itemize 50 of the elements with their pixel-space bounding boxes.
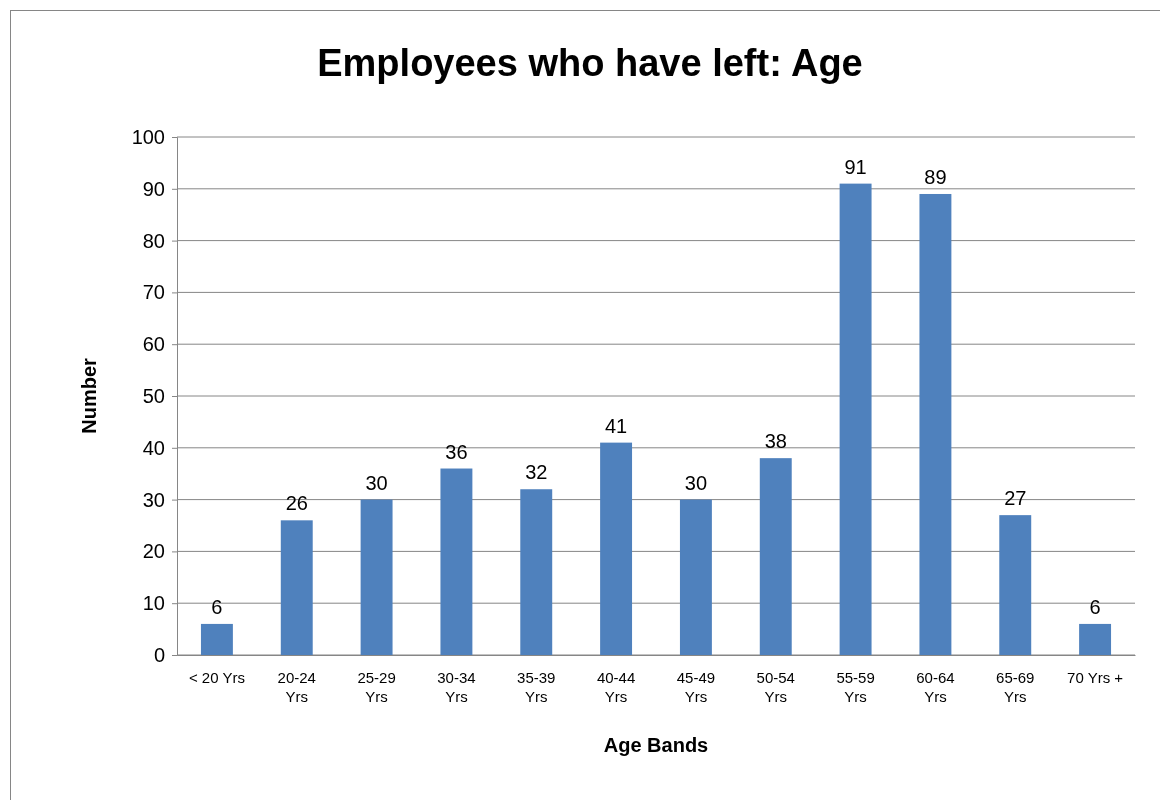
x-tick-label: 25-29 Yrs — [357, 668, 396, 705]
data-label: 30 — [365, 471, 388, 494]
chart-title: Employees who have left: Age — [317, 42, 863, 84]
y-axis-title: Number — [78, 358, 100, 434]
y-tick-label: 20 — [142, 540, 165, 563]
data-label: 38 — [764, 430, 787, 453]
data-label: 41 — [604, 414, 628, 437]
x-tick-label: 55-59 Yrs — [836, 668, 875, 705]
data-label: 6 — [211, 595, 223, 618]
bar — [839, 183, 872, 655]
x-tick-label: 20-24 Yrs — [277, 668, 316, 705]
bar — [280, 520, 313, 655]
y-tick-label: 90 — [142, 177, 165, 200]
data-label: 6 — [1089, 595, 1101, 618]
bar — [600, 442, 633, 655]
data-label: 89 — [924, 165, 947, 188]
bar — [679, 499, 712, 655]
data-label: 30 — [684, 471, 708, 494]
data-label: 32 — [525, 461, 548, 484]
x-tick-label: 65-69 Yrs — [996, 668, 1035, 705]
y-tick-label: 10 — [142, 592, 165, 615]
bar — [200, 623, 233, 655]
x-tick-label: 35-39 Yrs — [517, 668, 556, 705]
x-axis-title: Age Bands — [603, 734, 709, 756]
x-tick-label: 60-64 Yrs — [916, 668, 955, 705]
x-tick-label: 40-44 Yrs — [596, 668, 636, 705]
y-tick-label: 60 — [142, 333, 165, 356]
x-tick-label: 70 Yrs + — [1067, 668, 1124, 686]
bar — [520, 489, 553, 655]
bar — [999, 515, 1032, 655]
y-tick-label: 40 — [142, 436, 165, 459]
data-label: 36 — [445, 440, 468, 463]
y-tick-label: 50 — [142, 384, 165, 407]
y-tick-label: 0 — [153, 643, 165, 666]
y-tick-label: 70 — [142, 281, 165, 304]
bar — [1079, 623, 1112, 655]
x-tick-label: 30-34 Yrs — [437, 668, 476, 705]
data-label: 91 — [844, 155, 867, 178]
x-tick-label: < 20 Yrs — [188, 668, 245, 686]
bar — [759, 458, 792, 655]
x-tick-label: 45-49 Yrs — [676, 668, 716, 705]
y-tick-label: 30 — [142, 488, 165, 511]
y-tick-label: 100 — [131, 125, 165, 148]
bar — [919, 193, 952, 655]
bar — [440, 468, 473, 655]
data-label: 26 — [285, 492, 308, 515]
data-label: 27 — [1004, 487, 1027, 510]
x-tick-label: 50-54 Yrs — [756, 668, 795, 705]
bar — [360, 499, 393, 655]
y-tick-label: 80 — [142, 229, 165, 252]
